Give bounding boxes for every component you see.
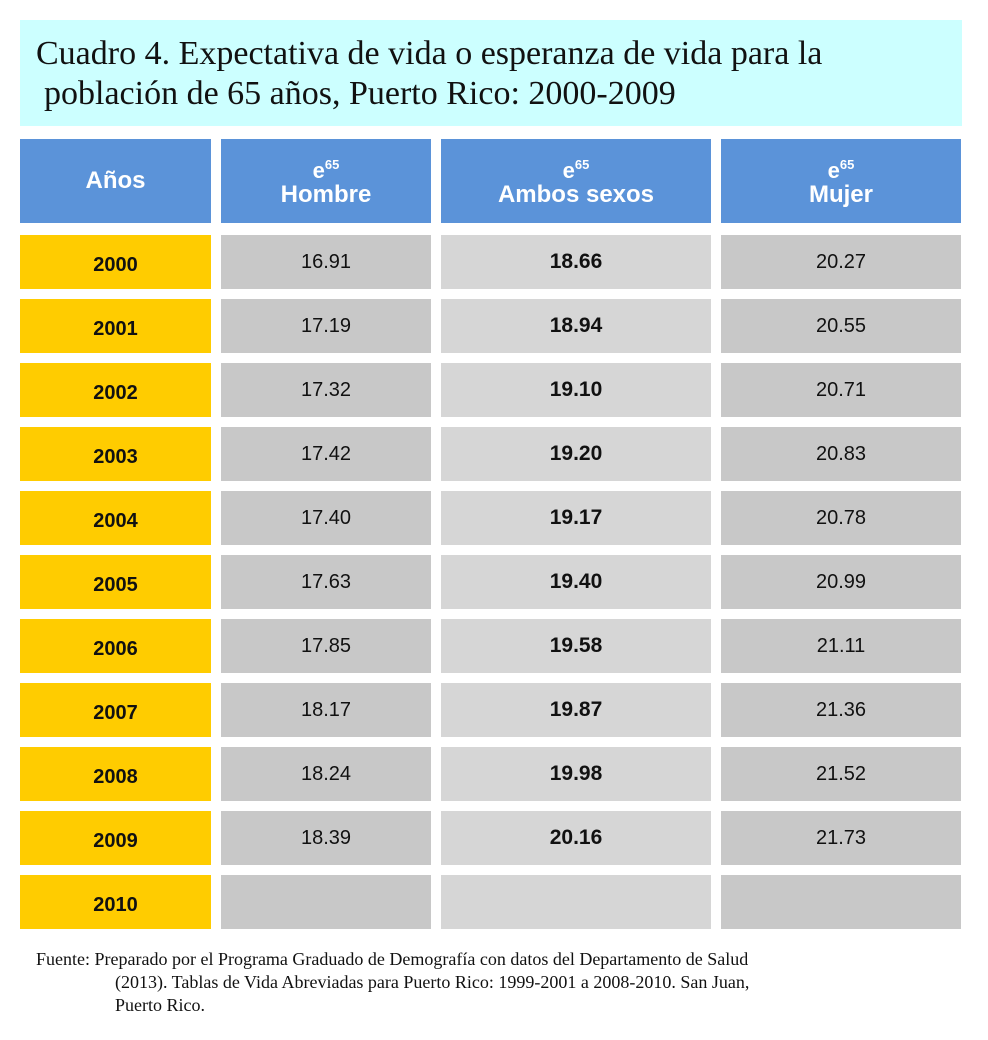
cell-female: 20.27 <box>721 235 961 289</box>
header-female-symbol: e65 <box>827 157 855 183</box>
cell-year: 2001 <box>20 299 211 353</box>
header-both-label: Ambos sexos <box>497 181 655 208</box>
cell-both <box>441 875 711 929</box>
header-male: e65 Hombre <box>221 139 431 223</box>
title-line-2: población de 65 años, Puerto Rico: 2000-… <box>44 75 676 112</box>
cell-both: 19.10 <box>441 363 711 417</box>
cell-year: 2007 <box>20 683 211 737</box>
cell-female: 20.99 <box>721 555 961 609</box>
cell-female: 21.52 <box>721 747 961 801</box>
cell-both: 19.40 <box>441 555 711 609</box>
cell-female <box>721 875 961 929</box>
cell-both: 20.16 <box>441 811 711 865</box>
cell-female: 21.11 <box>721 619 961 673</box>
cell-both: 19.17 <box>441 491 711 545</box>
cell-both: 19.58 <box>441 619 711 673</box>
cell-both: 19.87 <box>441 683 711 737</box>
cell-female: 20.55 <box>721 299 961 353</box>
cell-year: 2009 <box>20 811 211 865</box>
header-female-label: Mujer <box>808 181 873 208</box>
cell-male: 17.19 <box>221 299 431 353</box>
cell-male <box>221 875 431 929</box>
cell-female: 20.71 <box>721 363 961 417</box>
cell-male: 17.40 <box>221 491 431 545</box>
cell-both: 19.20 <box>441 427 711 481</box>
cell-both: 19.98 <box>441 747 711 801</box>
header-both: e65 Ambos sexos <box>441 139 711 223</box>
cell-male: 18.39 <box>221 811 431 865</box>
cell-male: 16.91 <box>221 235 431 289</box>
cell-both: 18.66 <box>441 235 711 289</box>
source-line-1: Fuente: Preparado por el Programa Gradua… <box>36 949 749 969</box>
cell-male: 17.42 <box>221 427 431 481</box>
cell-male: 18.17 <box>221 683 431 737</box>
header-years: Años <box>20 139 211 223</box>
source-line-3: Puerto Rico. <box>115 995 205 1015</box>
cell-female: 20.78 <box>721 491 961 545</box>
cell-year: 2003 <box>20 427 211 481</box>
cell-male: 18.24 <box>221 747 431 801</box>
cell-male: 17.85 <box>221 619 431 673</box>
title-line-1: Cuadro 4. Expectativa de vida o esperanz… <box>36 35 823 72</box>
header-both-symbol: e65 <box>562 157 590 183</box>
cell-year: 2000 <box>20 235 211 289</box>
cell-year: 2008 <box>20 747 211 801</box>
table-title: Cuadro 4. Expectativa de vida o esperanz… <box>20 20 962 126</box>
cell-male: 17.32 <box>221 363 431 417</box>
cell-year: 2004 <box>20 491 211 545</box>
header-female: e65 Mujer <box>721 139 961 223</box>
cell-female: 20.83 <box>721 427 961 481</box>
cell-female: 21.73 <box>721 811 961 865</box>
cell-year: 2005 <box>20 555 211 609</box>
cell-female: 21.36 <box>721 683 961 737</box>
source-line-2: (2013). Tablas de Vida Abreviadas para P… <box>115 972 750 992</box>
cell-male: 17.63 <box>221 555 431 609</box>
source-note: Fuente: Preparado por el Programa Gradua… <box>36 948 936 1017</box>
cell-year: 2002 <box>20 363 211 417</box>
cell-year: 2006 <box>20 619 211 673</box>
cell-year: 2010 <box>20 875 211 929</box>
header-male-label: Hombre <box>280 181 372 208</box>
header-male-symbol: e65 <box>312 157 340 183</box>
header-years-label: Años <box>85 167 146 194</box>
cell-both: 18.94 <box>441 299 711 353</box>
